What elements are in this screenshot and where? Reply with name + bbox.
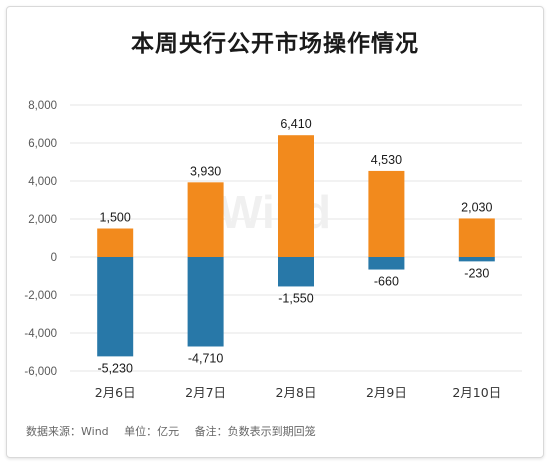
x-tick-label: 2月8日 bbox=[276, 385, 317, 400]
y-tick-label: -2,000 bbox=[24, 290, 57, 302]
x-tick-label: 2月10日 bbox=[452, 385, 501, 400]
chart-footer: 数据来源：Wind 单位：亿元 备注：负数表示到期回笼 bbox=[26, 423, 328, 439]
chart-card bbox=[6, 6, 544, 458]
data-label-negative: -230 bbox=[464, 266, 489, 280]
data-label-positive: 1,500 bbox=[100, 211, 131, 225]
y-tick-label: 6,000 bbox=[28, 138, 57, 150]
chart-title: 本周央行公开市场操作情况 bbox=[131, 31, 419, 57]
y-tick-label: 4,000 bbox=[28, 176, 57, 188]
x-tick-label: 2月6日 bbox=[95, 385, 136, 400]
data-label-negative: -5,230 bbox=[97, 361, 132, 375]
bar-maturity bbox=[187, 257, 224, 347]
data-label-positive: 3,930 bbox=[190, 164, 221, 178]
bar-injection bbox=[278, 135, 314, 257]
data-label-negative: -4,710 bbox=[188, 351, 223, 365]
axis-layer: 8,000 6,000 4,000 2,000 0 -2,000 -4,000 -6,000 2… bbox=[24, 100, 501, 400]
unit-note: 单位：亿元 bbox=[124, 425, 180, 438]
y-tick-label: 8,000 bbox=[28, 100, 57, 112]
bar-injection bbox=[458, 218, 495, 257]
y-tick-label: 2,000 bbox=[28, 214, 57, 226]
bar-maturity bbox=[368, 257, 405, 270]
bars-layer bbox=[97, 135, 495, 357]
y-tick-label: 0 bbox=[51, 252, 57, 264]
data-label-negative: -660 bbox=[374, 275, 399, 289]
watermark: Wind bbox=[219, 186, 331, 238]
bar-maturity bbox=[278, 257, 314, 287]
bar-injection bbox=[368, 170, 405, 257]
bar-injection bbox=[97, 228, 134, 257]
x-tick-label: 2月7日 bbox=[185, 385, 226, 400]
y-tick-label: -4,000 bbox=[24, 328, 57, 340]
bar-maturity bbox=[97, 257, 134, 357]
x-tick-label: 2月9日 bbox=[366, 385, 407, 400]
labels-layer: 1,500 -5,230 3,930 -4,710 6,410 -1,550 4,530 -6… bbox=[97, 117, 492, 375]
bar-maturity bbox=[458, 257, 495, 262]
source-note: 数据来源：Wind bbox=[26, 425, 109, 438]
data-label-positive: 6,410 bbox=[280, 117, 311, 131]
bar-injection bbox=[187, 182, 224, 257]
y-tick-label: -6,000 bbox=[24, 366, 57, 378]
remark-note: 备注：负数表示到期回笼 bbox=[194, 425, 316, 438]
data-label-positive: 4,530 bbox=[371, 153, 402, 167]
data-label-negative: -1,550 bbox=[278, 291, 313, 305]
data-label-positive: 2,030 bbox=[461, 200, 492, 214]
